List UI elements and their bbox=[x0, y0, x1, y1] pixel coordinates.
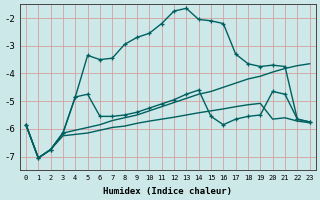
X-axis label: Humidex (Indice chaleur): Humidex (Indice chaleur) bbox=[103, 187, 232, 196]
